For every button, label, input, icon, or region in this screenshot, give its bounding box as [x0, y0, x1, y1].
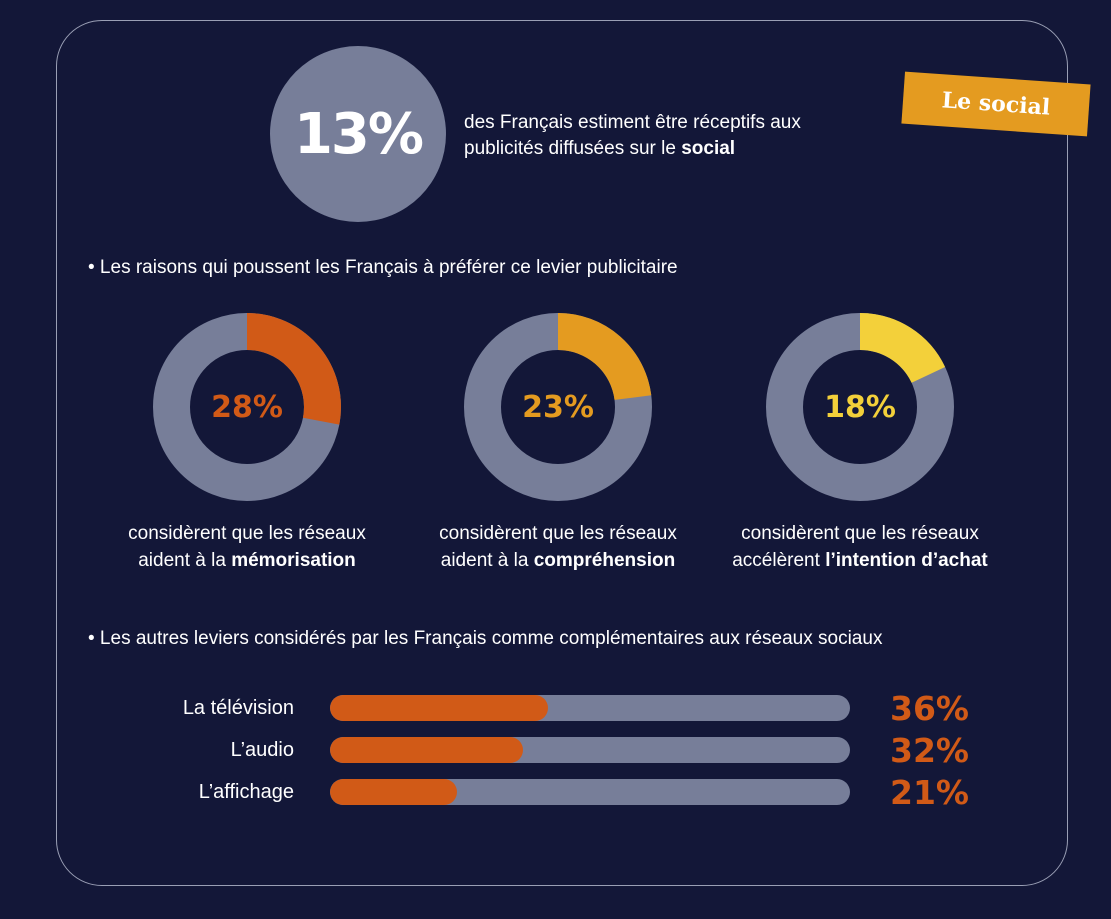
- bar-fill: [330, 737, 524, 763]
- donut-caption-bold: mémorisation: [231, 550, 356, 571]
- bar-row: L’audio 32%: [0, 731, 1111, 770]
- donut-value: 18%: [824, 389, 896, 425]
- donut-chart: 23%: [463, 312, 653, 502]
- donut-caption-line-2: aident à la compréhension: [408, 547, 708, 574]
- intro-line-2-bold: social: [681, 138, 736, 159]
- big-stat-circle: 13%: [270, 46, 446, 222]
- bar-value: 36%: [890, 689, 969, 728]
- donut-caption-line-1: considèrent que les réseaux: [439, 523, 677, 544]
- donut-caption-prefix: accélèrent: [732, 550, 826, 571]
- intro-line-1: des Français estiment être réceptifs aux: [464, 112, 801, 133]
- donut-chart: 18%: [765, 312, 955, 502]
- donut-caption-line-1: considèrent que les réseaux: [128, 523, 366, 544]
- donut-caption: considèrent que les réseaux accélèrent l’…: [710, 520, 1010, 574]
- donut-caption-line-1: considèrent que les réseaux: [741, 523, 979, 544]
- section-2-title: • Les autres leviers considérés par les …: [88, 628, 883, 649]
- donut-caption: considèrent que les réseaux aident à la m…: [97, 520, 397, 574]
- bar-value: 32%: [890, 731, 969, 770]
- infographic-card: [56, 20, 1068, 886]
- donut-value: 28%: [211, 389, 283, 425]
- bar-value: 21%: [890, 773, 969, 812]
- donut-segment: [766, 313, 954, 501]
- category-tag-label: Le social: [940, 87, 1052, 121]
- donut-caption: considèrent que les réseaux aident à la c…: [408, 520, 708, 574]
- donut-chart: 28%: [152, 312, 342, 502]
- donut-segment: [464, 313, 652, 501]
- intro-line-2-prefix: publicités diffusées sur le: [464, 138, 682, 159]
- bar-track: [330, 779, 850, 805]
- bar-track: [330, 695, 850, 721]
- donut-caption-line-2: aident à la mémorisation: [97, 547, 397, 574]
- bar-fill: [330, 779, 457, 805]
- donut-caption-bold: compréhension: [533, 550, 676, 571]
- section-1-title: • Les raisons qui poussent les Français …: [88, 257, 678, 278]
- bar-row: La télévision 36%: [0, 689, 1111, 728]
- donut-caption-prefix: aident à la: [440, 550, 534, 571]
- intro-text: des Français estiment être réceptifs aux…: [464, 110, 801, 162]
- donut-caption-prefix: aident à la: [138, 550, 232, 571]
- bar-track: [330, 737, 850, 763]
- bar-fill: [330, 695, 548, 721]
- bar-label: L’affichage: [198, 781, 294, 803]
- big-stat-value: 13%: [293, 101, 424, 167]
- bar-label: L’audio: [230, 739, 294, 761]
- donut-caption-bold: l’intention d’achat: [825, 550, 988, 571]
- intro-line-2: publicités diffusées sur le social: [464, 136, 801, 162]
- donut-value: 23%: [522, 389, 594, 425]
- donut-caption-line-2: accélèrent l’intention d’achat: [710, 547, 1010, 574]
- donut-segment: [153, 313, 341, 501]
- bar-row: L’affichage 21%: [0, 773, 1111, 812]
- bar-label: La télévision: [182, 697, 294, 719]
